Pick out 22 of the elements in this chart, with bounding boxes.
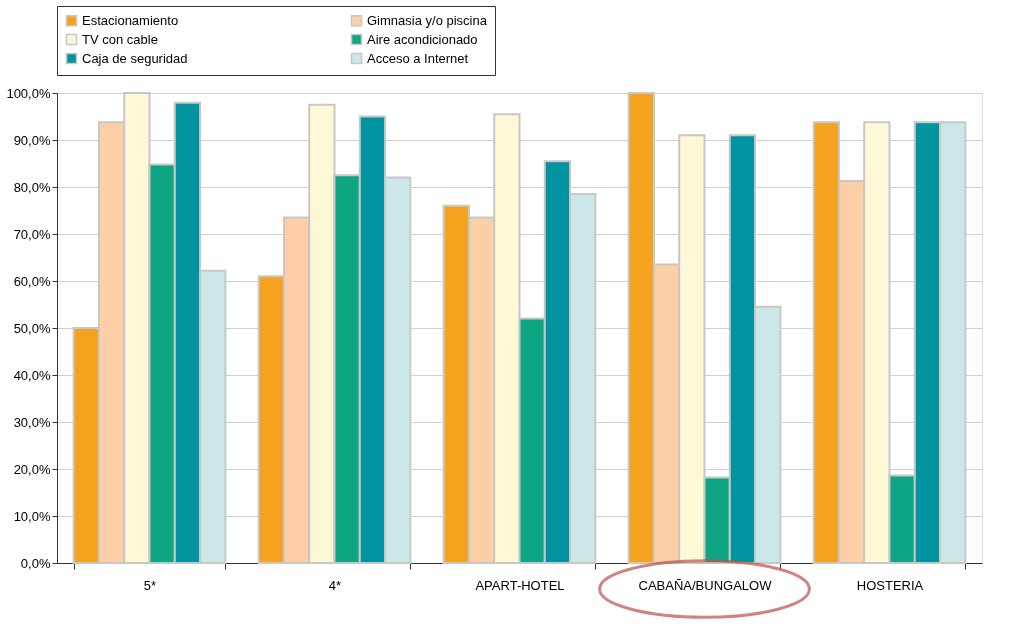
- legend-label: Acceso a Internet: [367, 50, 469, 66]
- x-tick-label: HOSTERIA: [856, 577, 924, 593]
- x-tick-label: APART-HOTEL: [475, 577, 565, 593]
- legend-label: Aire acondicionado: [367, 31, 478, 47]
- y-tick-label: 20,0%: [13, 461, 51, 477]
- y-tick-label: 10,0%: [13, 508, 51, 524]
- y-tick-label: 90,0%: [13, 132, 51, 148]
- x-tick-label: CABAÑA/BUNGALOW: [638, 577, 773, 593]
- x-tick-label: 4*: [328, 577, 342, 593]
- y-tick-label: 50,0%: [13, 320, 51, 336]
- legend-label: Estacionamiento: [82, 12, 179, 28]
- legend-label: Gimnasia y/o piscina: [367, 12, 488, 28]
- y-tick-label: 100,0%: [6, 85, 51, 101]
- y-tick-label: 70,0%: [13, 226, 51, 242]
- legend-label: TV con cable: [82, 31, 158, 47]
- y-tick-label: 40,0%: [13, 367, 51, 383]
- y-tick-label: 30,0%: [13, 414, 51, 430]
- y-tick-label: 0,0%: [20, 555, 51, 571]
- x-tick-label: 5*: [143, 577, 157, 593]
- legend-label: Caja de seguridad: [82, 50, 188, 66]
- y-tick-label: 80,0%: [13, 179, 51, 195]
- y-tick-label: 60,0%: [13, 273, 51, 289]
